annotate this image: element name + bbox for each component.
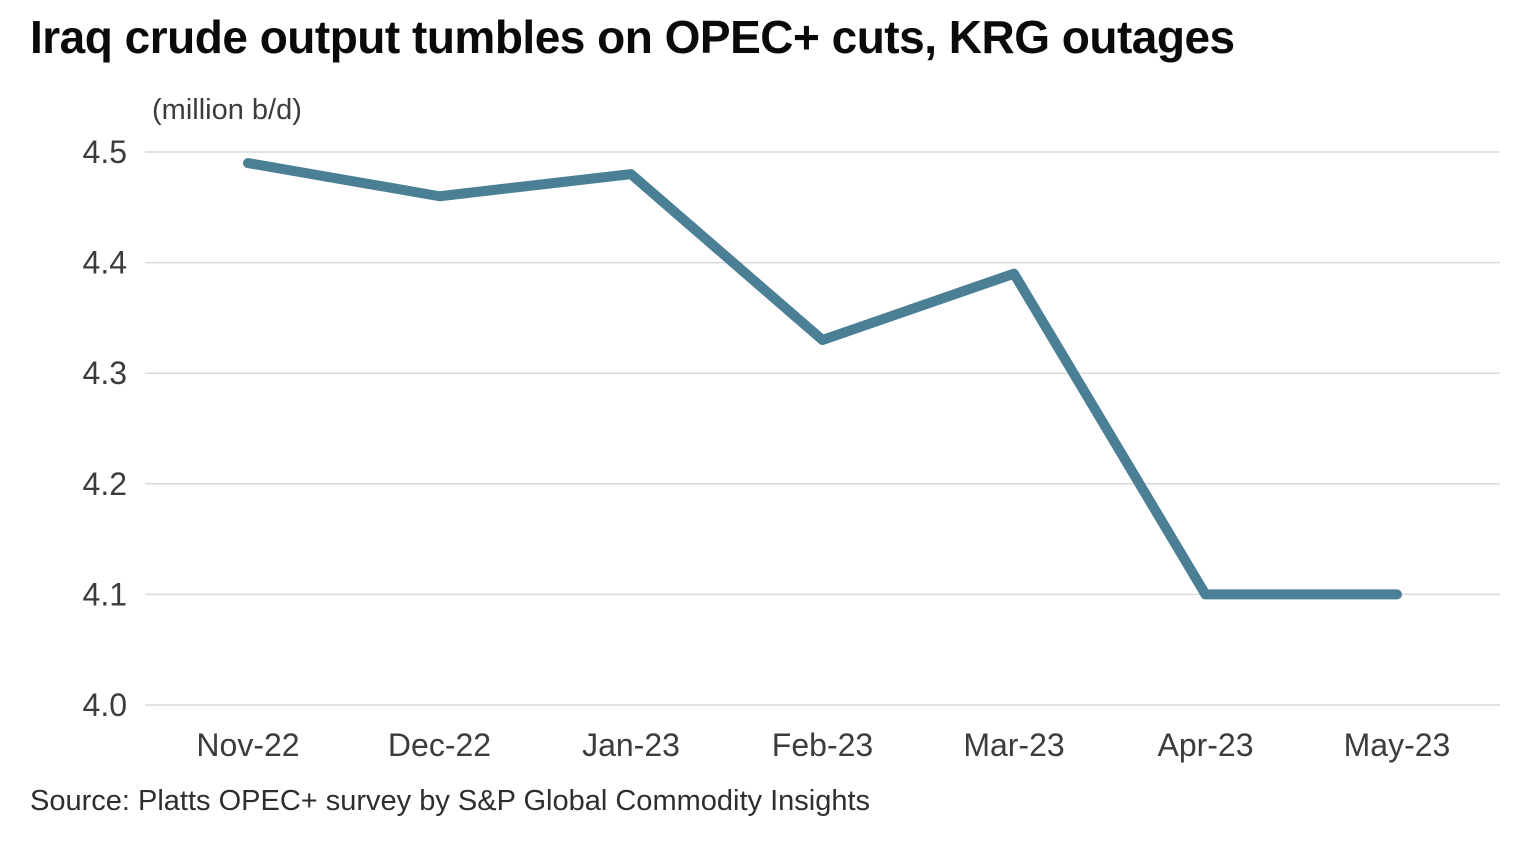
- y-tick-label: 4.3: [83, 355, 127, 391]
- x-tick-label: May-23: [1344, 727, 1451, 763]
- y-tick-label: 4.2: [83, 466, 127, 502]
- chart-source-note: Source: Platts OPEC+ survey by S&P Globa…: [30, 785, 871, 817]
- x-tick-label: Feb-23: [772, 727, 873, 763]
- x-tick-label: Nov-22: [196, 727, 299, 763]
- x-tick-label: Apr-23: [1157, 727, 1253, 763]
- x-tick-label: Dec-22: [388, 727, 491, 763]
- chart-subtitle-units: (million b/d): [152, 94, 302, 126]
- y-tick-label: 4.0: [83, 687, 127, 723]
- y-tick-label: 4.4: [83, 245, 127, 281]
- x-tick-label: Jan-23: [582, 727, 680, 763]
- chart-title: Iraq crude output tumbles on OPEC+ cuts,…: [30, 11, 1235, 63]
- data-line-iraq-crude-output: [243, 158, 1402, 600]
- x-tick-label: Mar-23: [963, 727, 1064, 763]
- y-tick-label: 4.5: [83, 134, 127, 170]
- y-tick-label: 4.1: [83, 576, 127, 612]
